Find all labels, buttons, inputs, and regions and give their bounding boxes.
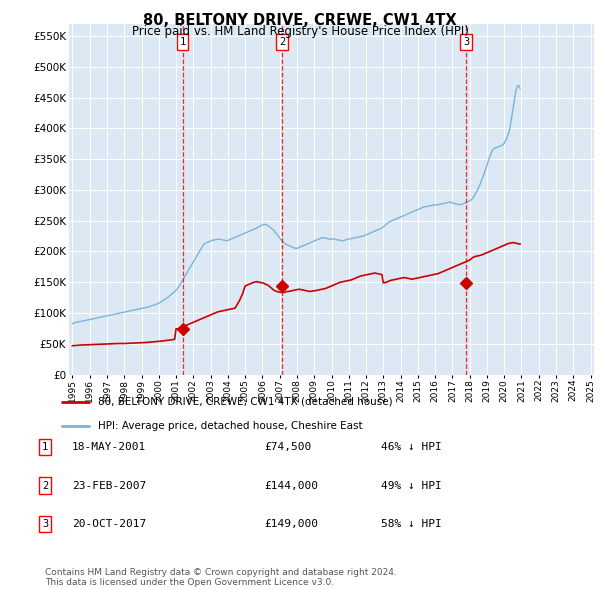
Text: 3: 3 bbox=[42, 519, 48, 529]
Text: Contains HM Land Registry data © Crown copyright and database right 2024.
This d: Contains HM Land Registry data © Crown c… bbox=[45, 568, 397, 587]
Text: £144,000: £144,000 bbox=[264, 481, 318, 490]
Text: 46% ↓ HPI: 46% ↓ HPI bbox=[381, 442, 442, 452]
Text: 2: 2 bbox=[279, 37, 285, 47]
Text: 2: 2 bbox=[42, 481, 48, 490]
Text: HPI: Average price, detached house, Cheshire East: HPI: Average price, detached house, Ches… bbox=[98, 421, 362, 431]
Text: 3: 3 bbox=[463, 37, 469, 47]
Text: 1: 1 bbox=[179, 37, 186, 47]
Text: 1: 1 bbox=[42, 442, 48, 452]
Text: 49% ↓ HPI: 49% ↓ HPI bbox=[381, 481, 442, 490]
Text: 80, BELTONY DRIVE, CREWE, CW1 4TX: 80, BELTONY DRIVE, CREWE, CW1 4TX bbox=[143, 13, 457, 28]
Text: 20-OCT-2017: 20-OCT-2017 bbox=[72, 519, 146, 529]
Text: 23-FEB-2007: 23-FEB-2007 bbox=[72, 481, 146, 490]
Text: 18-MAY-2001: 18-MAY-2001 bbox=[72, 442, 146, 452]
Text: £149,000: £149,000 bbox=[264, 519, 318, 529]
Text: £74,500: £74,500 bbox=[264, 442, 311, 452]
Text: 80, BELTONY DRIVE, CREWE, CW1 4TX (detached house): 80, BELTONY DRIVE, CREWE, CW1 4TX (detac… bbox=[98, 396, 392, 407]
Text: Price paid vs. HM Land Registry's House Price Index (HPI): Price paid vs. HM Land Registry's House … bbox=[131, 25, 469, 38]
Text: 58% ↓ HPI: 58% ↓ HPI bbox=[381, 519, 442, 529]
